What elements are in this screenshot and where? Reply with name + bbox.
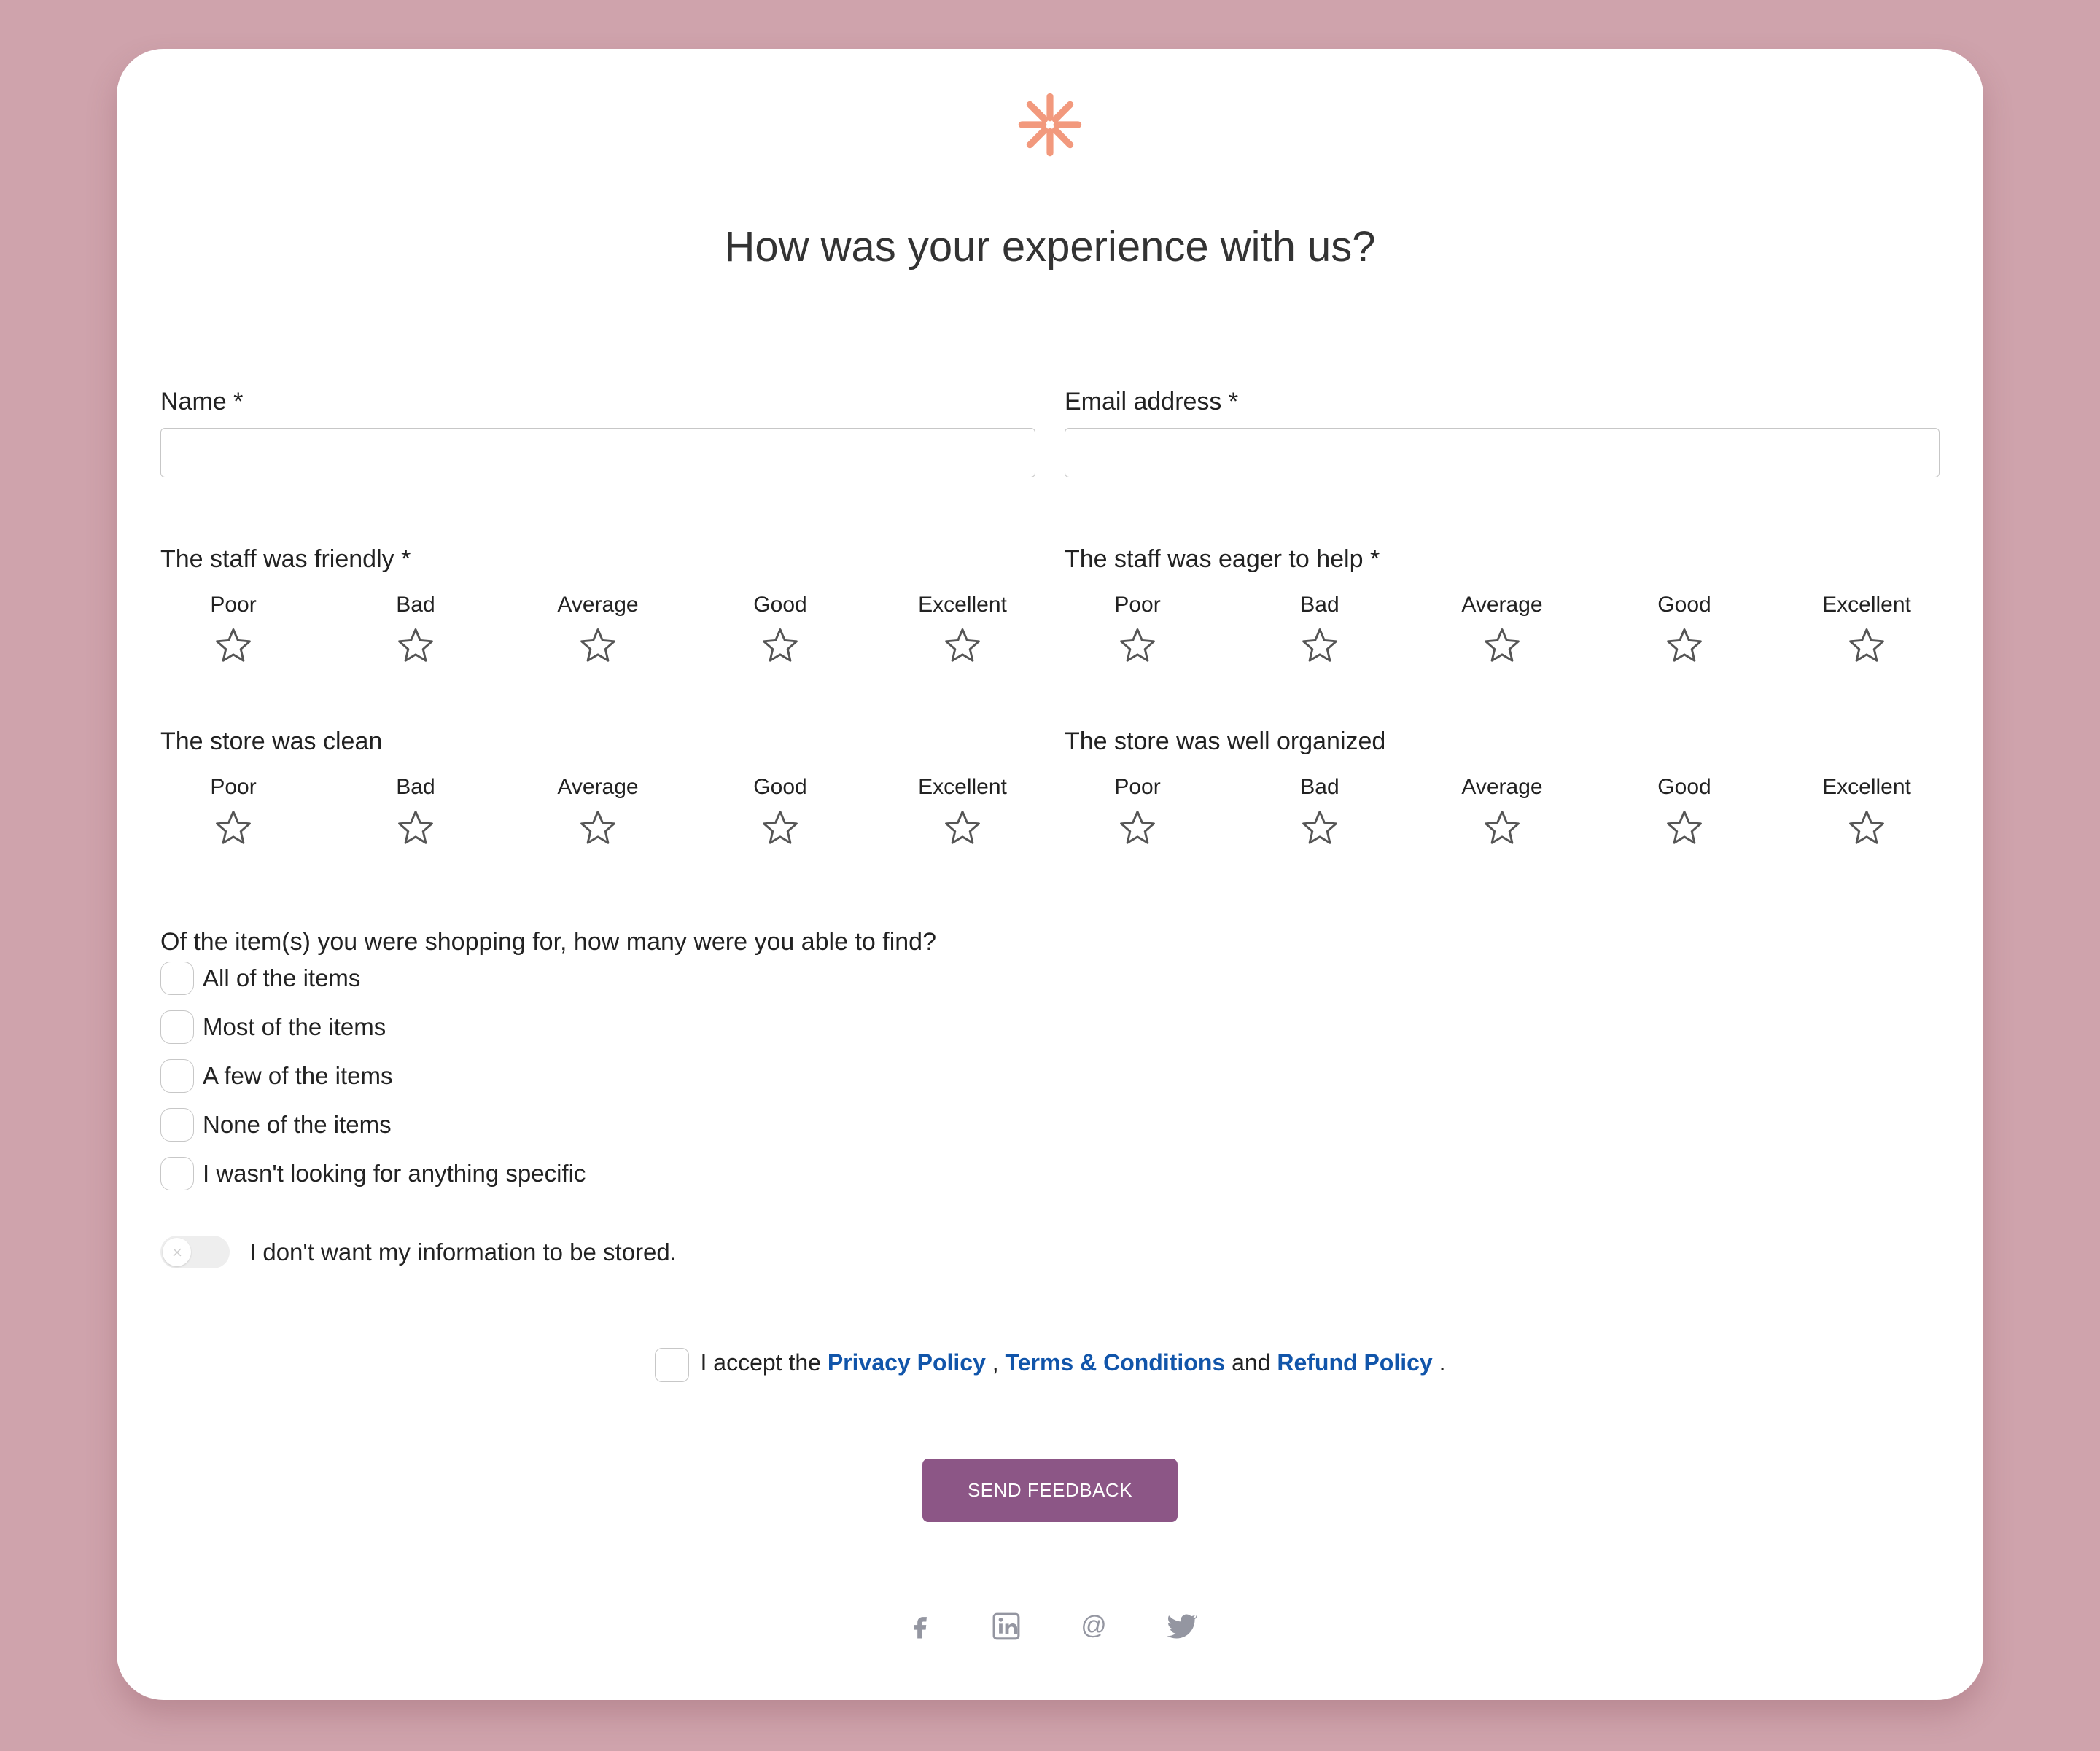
svg-text:@: @ [1081,1611,1106,1639]
